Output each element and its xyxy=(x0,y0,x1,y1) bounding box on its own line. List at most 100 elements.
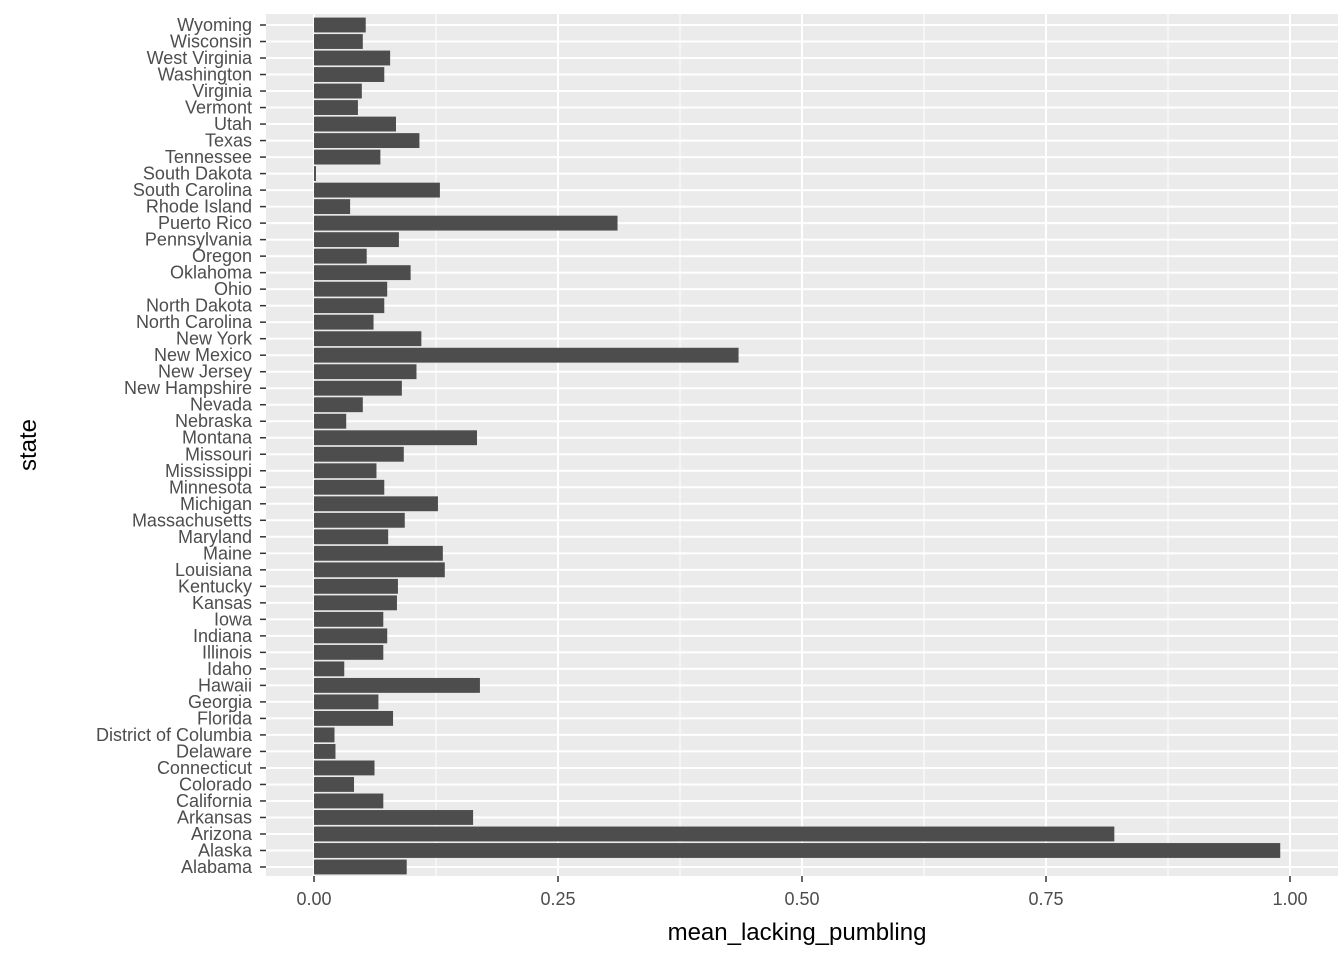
bars xyxy=(314,17,1281,875)
y-axis-title: state xyxy=(15,419,42,471)
y-tick-label: South Dakota xyxy=(143,164,253,184)
x-tick-label: 1.00 xyxy=(1272,889,1307,909)
x-tick-label: 0.75 xyxy=(1028,889,1063,909)
bar xyxy=(314,479,385,495)
y-tick-label: New Mexico xyxy=(154,345,252,365)
y-tick-label: Oklahoma xyxy=(170,263,253,283)
bar xyxy=(314,744,336,759)
bar xyxy=(314,265,411,281)
bar xyxy=(314,364,417,380)
bar xyxy=(314,760,375,776)
bar xyxy=(314,826,1115,842)
y-tick-label: Alaska xyxy=(198,840,253,860)
bar xyxy=(314,413,347,429)
bar xyxy=(314,628,388,644)
bar xyxy=(314,463,377,479)
bar xyxy=(314,810,474,825)
y-tick-label: Ohio xyxy=(214,279,252,299)
y-tick-label: Washington xyxy=(158,65,252,85)
y-tick-label: Indiana xyxy=(193,626,253,646)
y-tick-label: Oregon xyxy=(192,246,252,266)
y-tick-label: Nevada xyxy=(190,395,253,415)
bar xyxy=(314,232,399,248)
bar xyxy=(314,397,363,413)
y-tick-label: Georgia xyxy=(188,692,253,712)
y-tick-label: Nebraska xyxy=(175,411,253,431)
y-tick-label: Hawaii xyxy=(198,675,252,695)
y-tick-label: Vermont xyxy=(185,98,252,118)
y-tick-label: Minnesota xyxy=(169,477,253,497)
bar xyxy=(314,446,404,462)
y-tick-label: District of Columbia xyxy=(96,725,253,745)
bar xyxy=(314,430,477,446)
bar xyxy=(314,347,739,363)
y-tick-label: Maryland xyxy=(178,527,252,547)
y-tick-label: Iowa xyxy=(214,609,253,629)
bar xyxy=(314,496,438,512)
y-tick-label: Illinois xyxy=(202,642,252,662)
y-tick-label: Montana xyxy=(182,428,253,448)
y-tick-label: Massachusetts xyxy=(132,510,252,530)
bar xyxy=(314,677,480,693)
y-tick-label: Connecticut xyxy=(157,758,252,778)
y-tick-label: Puerto Rico xyxy=(158,213,252,233)
y-tick-label: Arkansas xyxy=(177,807,252,827)
y-tick-label: Colorado xyxy=(179,774,252,794)
x-axis-title: mean_lacking_pumbling xyxy=(668,919,927,946)
bar xyxy=(314,661,345,677)
bar xyxy=(314,644,384,660)
bar xyxy=(314,512,405,528)
y-tick-label: Virginia xyxy=(192,81,253,101)
bar xyxy=(314,727,335,743)
x-tick-label: 0.25 xyxy=(540,889,575,909)
y-tick-label: Louisiana xyxy=(175,560,253,580)
y-tick-label: Kansas xyxy=(192,593,252,613)
y-tick-label: Alabama xyxy=(181,857,253,877)
y-axis: AlabamaAlaskaArizonaArkansasCaliforniaCo… xyxy=(96,15,266,877)
bar xyxy=(314,281,388,297)
y-tick-label: New Jersey xyxy=(158,362,252,382)
bar xyxy=(314,562,445,578)
y-tick-label: New Hampshire xyxy=(124,378,252,398)
y-tick-label: Utah xyxy=(214,114,252,134)
bar xyxy=(314,182,440,198)
bar xyxy=(314,83,362,99)
y-tick-label: North Dakota xyxy=(146,296,253,316)
bar xyxy=(314,331,422,347)
y-tick-label: Wyoming xyxy=(177,15,252,35)
bar xyxy=(314,314,374,330)
y-tick-label: Missouri xyxy=(185,444,252,464)
bar xyxy=(314,380,402,396)
y-tick-label: Wisconsin xyxy=(170,32,252,52)
y-tick-label: Texas xyxy=(205,131,252,151)
y-tick-label: California xyxy=(176,791,253,811)
bar xyxy=(314,529,389,545)
x-tick-label: 0.00 xyxy=(296,889,331,909)
bar xyxy=(314,694,379,710)
y-tick-label: North Carolina xyxy=(136,312,253,332)
x-axis: 0.00 0.25 0.50 0.75 1.00 xyxy=(296,876,1308,909)
y-tick-label: Idaho xyxy=(207,659,252,679)
y-tick-label: Pennsylvania xyxy=(145,230,253,250)
bar xyxy=(314,298,385,314)
y-tick-label: Florida xyxy=(197,708,253,728)
y-tick-label: Kentucky xyxy=(178,576,252,596)
y-tick-label: Arizona xyxy=(191,824,253,844)
y-tick-label: Rhode Island xyxy=(146,197,252,217)
bar xyxy=(314,793,384,809)
bar xyxy=(314,50,391,66)
bar xyxy=(314,545,443,561)
y-tick-label: South Carolina xyxy=(133,180,253,200)
y-tick-label: New York xyxy=(176,329,253,349)
bar xyxy=(314,17,366,33)
y-tick-label: Delaware xyxy=(176,741,252,761)
bar xyxy=(314,100,358,115)
bar xyxy=(314,215,618,231)
y-tick-label: West Virginia xyxy=(147,48,253,68)
bar xyxy=(314,67,385,82)
bar xyxy=(314,578,398,594)
x-tick-label: 0.50 xyxy=(784,889,819,909)
bar xyxy=(314,199,351,215)
bar xyxy=(314,710,394,726)
